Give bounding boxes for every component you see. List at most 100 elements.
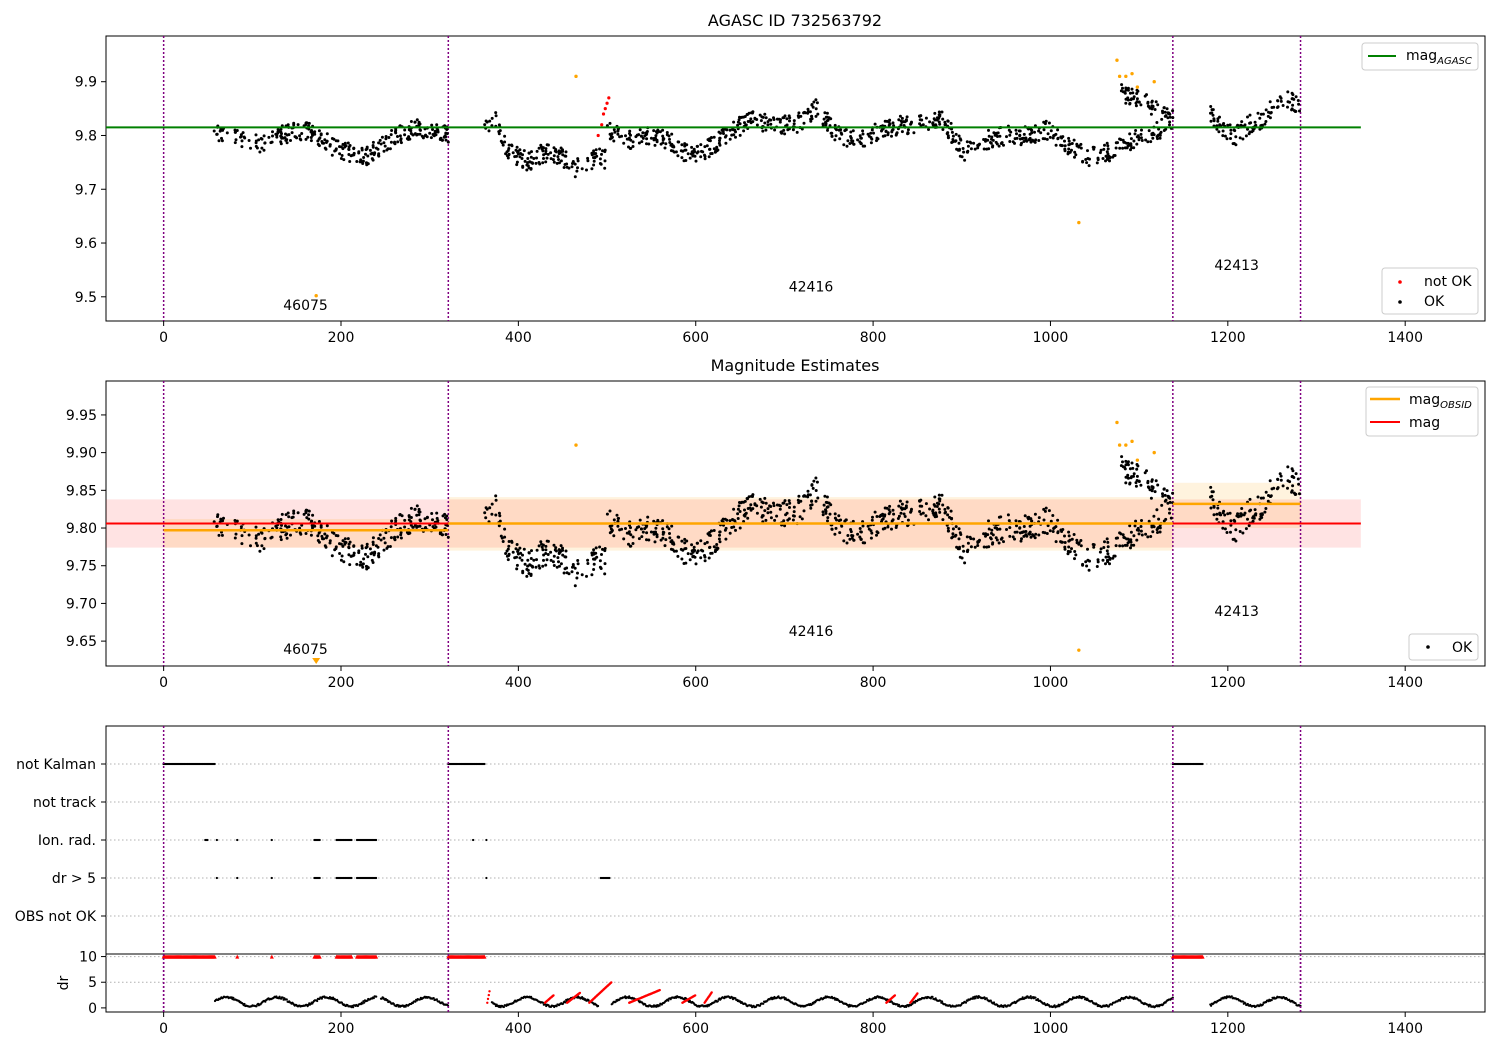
ok-point (1030, 128, 1034, 132)
ok-point (1018, 526, 1022, 530)
ok-point (645, 538, 648, 542)
ok-point (365, 565, 369, 569)
ok-point (1226, 512, 1230, 516)
ok-point (825, 115, 829, 119)
ok-point (764, 501, 768, 505)
ok-point (233, 130, 237, 134)
ok-point (738, 526, 742, 530)
ok-point (928, 120, 932, 124)
ok-point (1047, 121, 1051, 125)
ok-point (937, 502, 941, 506)
ok-point (761, 115, 765, 119)
ok-point (535, 548, 539, 552)
ok-point (586, 159, 590, 163)
ok-point (418, 524, 422, 528)
ok-point (652, 519, 656, 523)
ok-point (310, 524, 314, 528)
ok-point (812, 100, 816, 104)
ok-point (1266, 499, 1270, 503)
ok-point (562, 166, 566, 169)
legend-ok-label: OK (1452, 640, 1473, 656)
ok-point (262, 134, 266, 138)
ok-point (384, 137, 388, 141)
ok-point (416, 525, 420, 528)
ok-point (723, 135, 727, 139)
ok-point (830, 134, 834, 138)
ok-point (1146, 140, 1150, 144)
ok-point (570, 165, 574, 169)
ok-point (341, 544, 345, 548)
ok-point (761, 129, 765, 133)
ok-point (267, 135, 271, 139)
ok-point (652, 530, 656, 534)
ok-point (906, 132, 910, 136)
ok-point (778, 120, 782, 124)
panel-magnitude-title: Magnitude Estimates (711, 356, 880, 375)
ok-point (1114, 141, 1118, 145)
ok-point (904, 118, 908, 122)
ok-point (1063, 144, 1067, 148)
ok-point (978, 142, 981, 146)
ok-point (787, 499, 791, 503)
ok-point (603, 166, 607, 170)
ok-point (759, 119, 763, 123)
ok-point (1005, 528, 1008, 531)
ok-point (875, 515, 879, 518)
ok-point (949, 509, 953, 513)
ok-point (1105, 537, 1109, 541)
x-tick-label: 800 (860, 330, 887, 346)
y-tick-label: 9.7 (75, 182, 97, 198)
ok-point (544, 548, 548, 552)
ok-point (618, 135, 622, 139)
ok-point (551, 560, 555, 564)
ok-point (718, 540, 722, 544)
ok-point (544, 160, 548, 164)
ok-point (271, 134, 274, 138)
ok-point (796, 114, 800, 118)
ok-point (808, 110, 812, 114)
ok-point (1253, 120, 1257, 124)
ok-point (590, 167, 594, 171)
ok-point (590, 553, 594, 557)
panel-agasc-title: AGASC ID 732563792 (708, 11, 882, 30)
ok-point (802, 110, 806, 114)
ok-point (692, 147, 696, 151)
ok-point (1260, 123, 1264, 127)
x-tick-label: 1400 (1387, 330, 1423, 346)
ok-point (1128, 524, 1132, 528)
ok-point (764, 116, 768, 120)
ok-point (742, 513, 746, 517)
ok-point (1102, 546, 1106, 549)
ok-point (552, 160, 556, 164)
ok-point (559, 159, 563, 163)
ok-point (837, 514, 841, 518)
ok-point (875, 136, 879, 140)
ok-point (507, 540, 511, 543)
ok-point (371, 140, 375, 144)
ok-point (219, 517, 223, 521)
ok-point (1140, 519, 1143, 522)
ok-point (785, 123, 789, 127)
ok-point (1088, 157, 1091, 161)
ok-point (1132, 139, 1136, 143)
ok-point (541, 548, 545, 552)
ok-point (1132, 146, 1136, 150)
ok-point (645, 531, 649, 535)
ok-point (1248, 113, 1252, 117)
ok-point (544, 152, 548, 156)
ok-point (592, 548, 596, 552)
ok-point (1279, 99, 1283, 103)
ok-point (1026, 516, 1030, 520)
ok-point (357, 549, 361, 553)
ok-point (1079, 142, 1083, 146)
ok-point (846, 139, 850, 143)
ok-point (291, 515, 295, 519)
ok-point (1223, 513, 1227, 517)
dr-clipped-marker (349, 954, 354, 959)
ok-point (769, 122, 773, 126)
ok-point (1068, 538, 1072, 542)
ok-point (1226, 123, 1230, 127)
ok-point (603, 159, 607, 163)
ok-point (976, 544, 980, 547)
ok-point (431, 133, 435, 136)
